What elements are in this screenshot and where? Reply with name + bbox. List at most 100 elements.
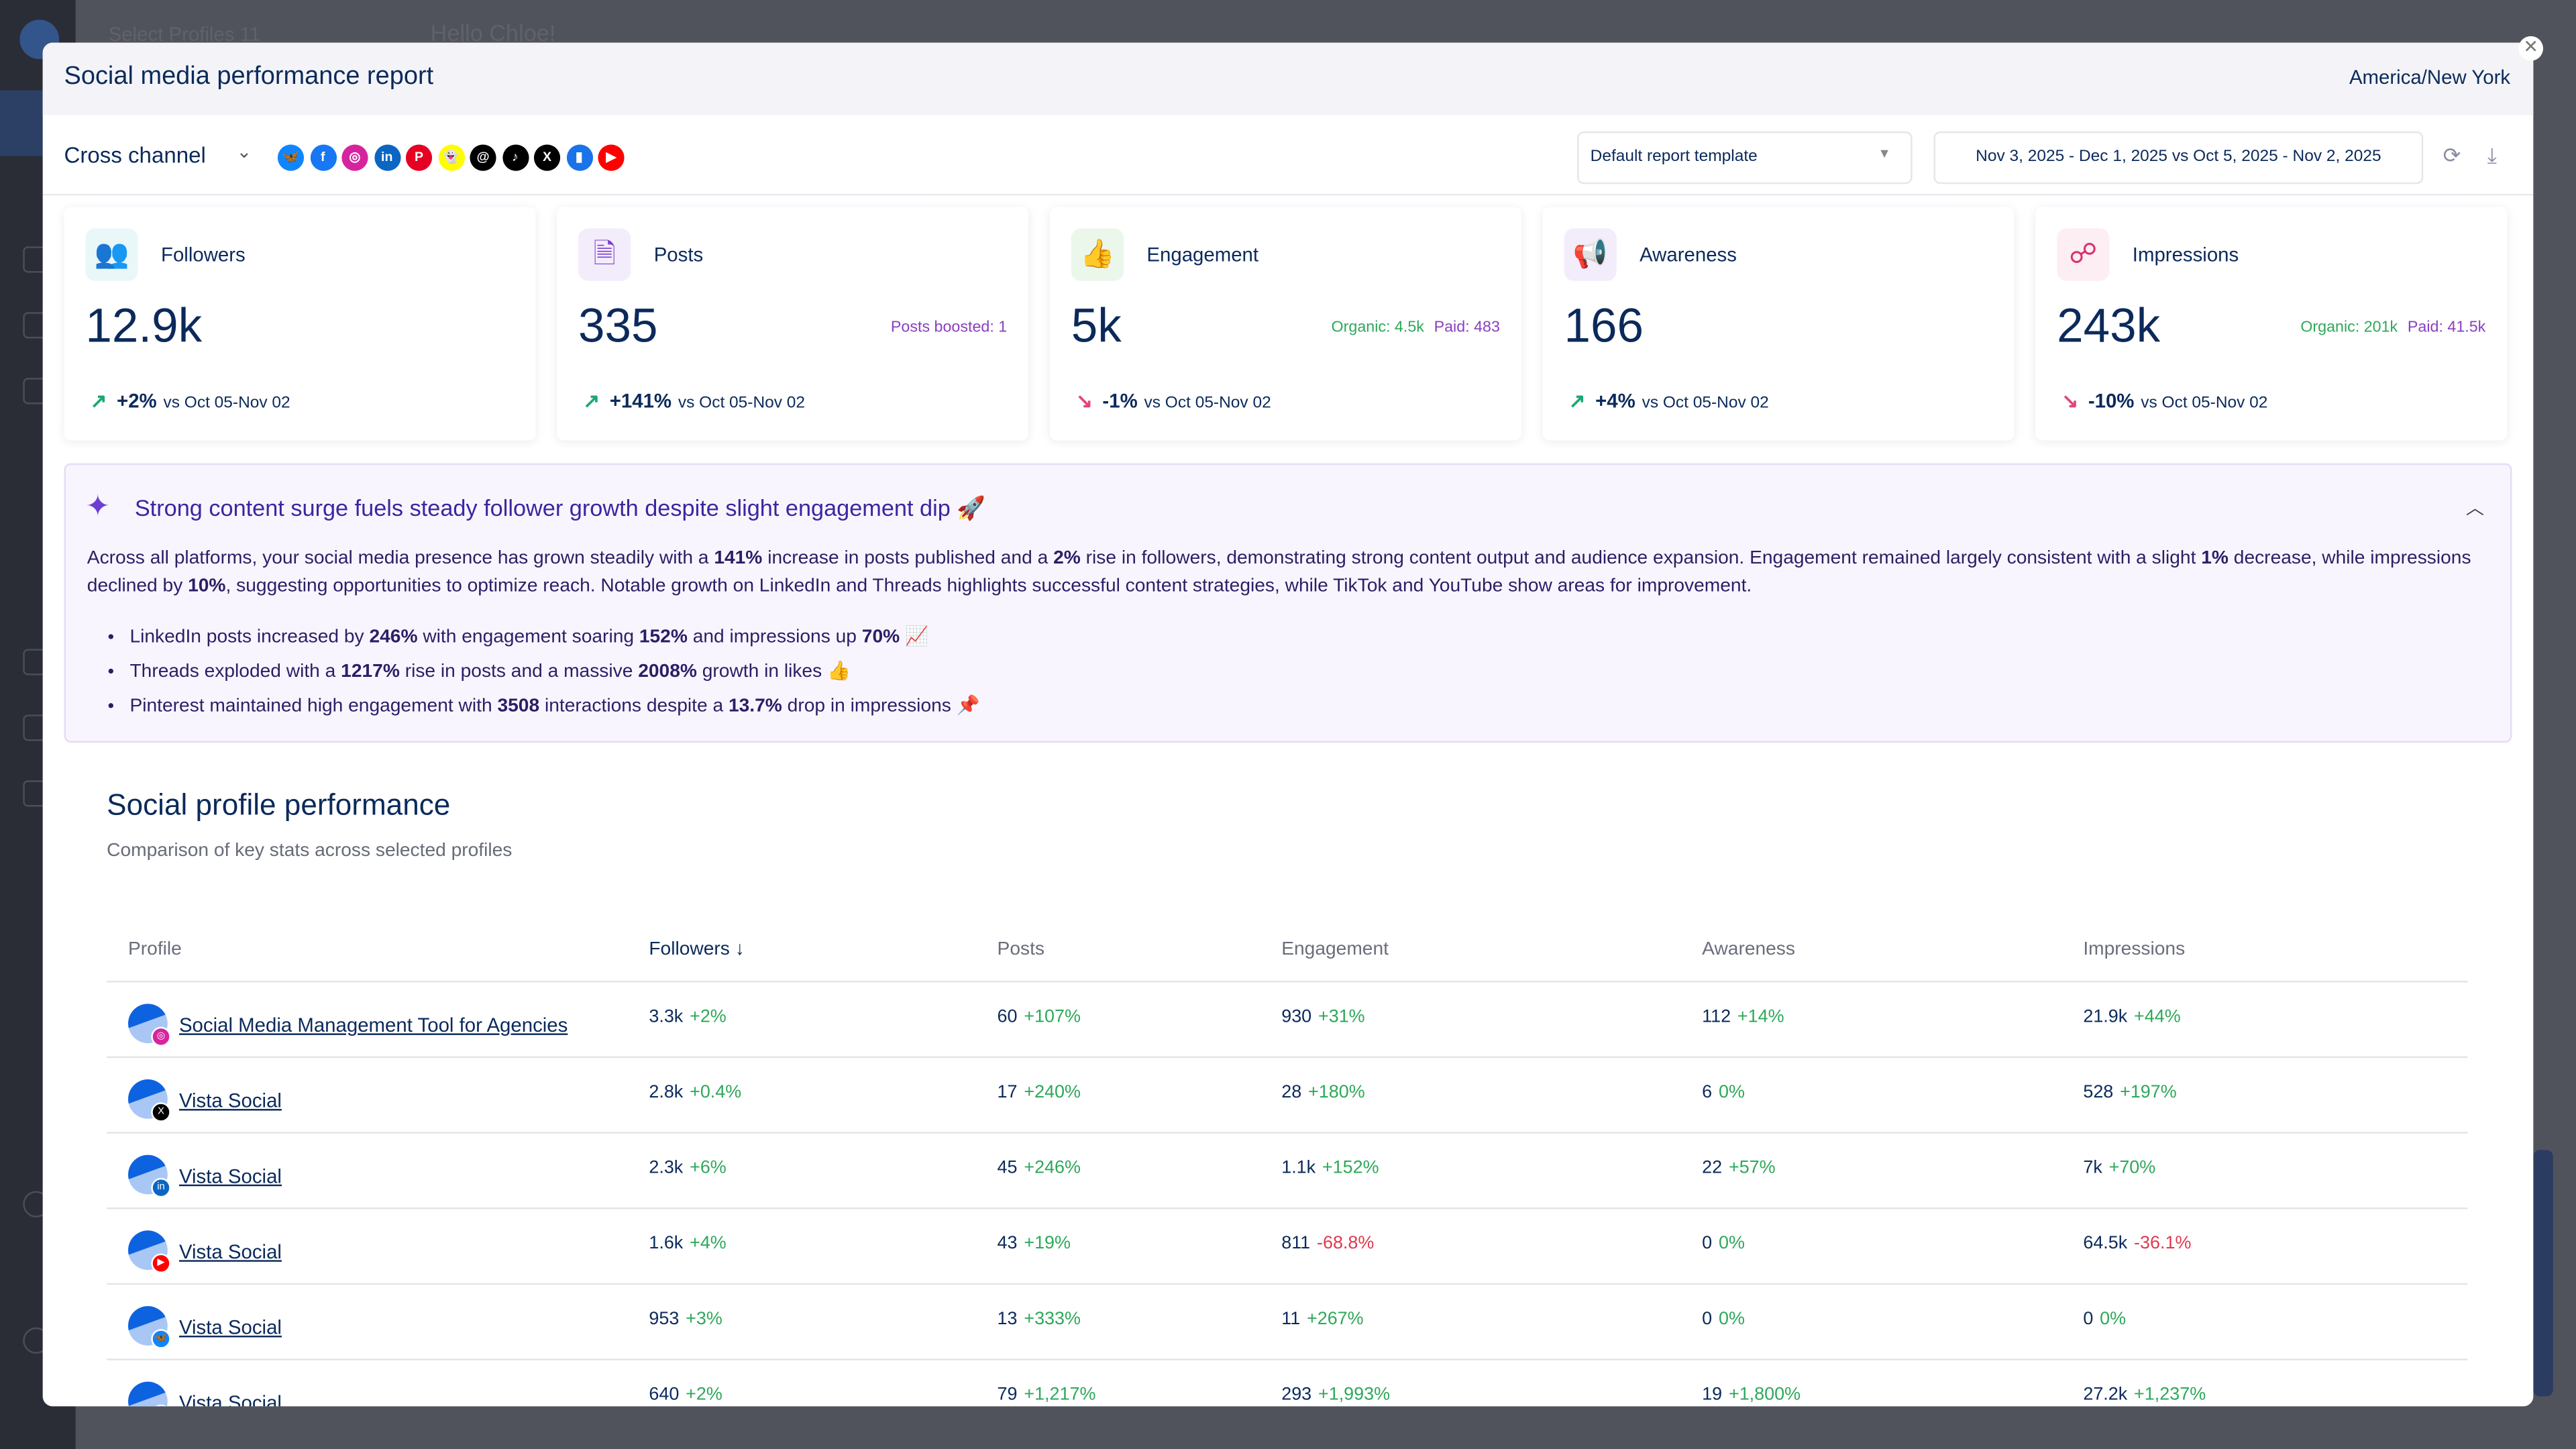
metric-card-awareness[interactable]: 📢 Awareness 166 ↗ +4% vs Oct 05-Nov 02 <box>1542 207 2015 441</box>
cell-value: 3.3k <box>649 1007 684 1027</box>
tiktok-icon[interactable]: ♪ <box>502 144 529 171</box>
metric-card-engagement[interactable]: 👍 Engagement 5k Organic: 4.5k Paid: 483 ↘ -1% v… <box>1049 207 1521 441</box>
profile-link[interactable]: Social Media Management Tool for Agencie… <box>178 1014 568 1037</box>
cell-engagement: 930 +31% <box>1281 1007 1364 1026</box>
summary-text: 141% <box>714 548 763 569</box>
comparison-period: vs Oct 05-Nov 02 <box>1144 394 1271 413</box>
metric-card-posts[interactable]: 🗎 Posts 335 Posts boosted: 1 ↗ +141% vs Oct 05… <box>557 207 1029 441</box>
channel-selector[interactable]: Cross channel <box>64 143 206 168</box>
cell-engagement: 1.1k +152% <box>1281 1159 1379 1178</box>
column-header-engagement[interactable]: Engagement <box>1281 940 1389 959</box>
document-icon: 🗎 <box>578 228 631 281</box>
cell-awareness: 22 +57% <box>1702 1159 1775 1178</box>
cell-value: 28 <box>1281 1082 1302 1103</box>
summary-bullet: LinkedIn posts increased by 246% with en… <box>129 621 979 655</box>
metric-card-impressions[interactable]: ☍ Impressions 243k Organic: 201k Paid: 41.5k… <box>2035 207 2508 441</box>
cell-impressions: 64.5k -36.1% <box>2083 1234 2191 1253</box>
summary-text: Pinterest maintained high engagement wit… <box>129 696 498 716</box>
column-header-profile[interactable]: Profile <box>128 940 182 959</box>
cell-followers: 3.3k +2% <box>649 1007 726 1026</box>
cell-value: 13 <box>997 1309 1018 1330</box>
template-select[interactable]: Default report template ▼ <box>1577 131 1913 184</box>
summary-bullet: Pinterest maintained high engagement wit… <box>129 690 979 724</box>
collapse-chevron-icon[interactable]: ︿ <box>2465 499 2484 519</box>
cell-change: +1,993% <box>1318 1385 1391 1405</box>
summary-bullets: LinkedIn posts increased by 246% with en… <box>109 621 979 724</box>
profile-link[interactable]: Vista Social <box>178 1391 282 1407</box>
metric-change: ↗ +2% vs Oct 05-Nov 02 <box>91 389 290 412</box>
bluesky-icon[interactable]: 🦋 <box>277 144 305 171</box>
download-icon[interactable]: ⤓ <box>2487 143 2497 168</box>
modal-header: Social media performance report America/… <box>42 42 2534 115</box>
summary-text: 70% <box>861 627 900 647</box>
profile-link[interactable]: Vista Social <box>178 1240 282 1264</box>
table-body: ◎ Social Media Management Tool for Agenci… <box>107 983 2468 1407</box>
cell-change: +1,800% <box>1728 1385 1801 1405</box>
cell-change: +19% <box>1024 1234 1071 1254</box>
cell-awareness: 0 0% <box>1702 1309 1745 1329</box>
table-row: @ Vista Social 640 +2% 79 +1,217% 293 +1,993% 19… <box>107 1360 2467 1407</box>
instagram-icon[interactable]: ◎ <box>341 144 368 171</box>
cell-change: +70% <box>2108 1158 2156 1178</box>
cell-value: 27.2k <box>2083 1385 2128 1405</box>
cell-change: 0% <box>1718 1309 1745 1330</box>
users-icon: 👥 <box>85 228 138 281</box>
x-icon[interactable]: X <box>533 144 561 171</box>
youtube-badge-icon: ▶ <box>151 1253 171 1273</box>
summary-text: 2% <box>1053 548 1081 569</box>
column-header-followers[interactable]: Followers ↓ <box>649 940 744 959</box>
metric-value: 335 <box>578 301 658 354</box>
timezone-label[interactable]: America/New York <box>2349 65 2511 89</box>
google-business-icon[interactable]: ▮ <box>566 144 592 171</box>
summary-text: Threads exploded with a <box>129 661 341 682</box>
cell-value: 293 <box>1281 1385 1312 1405</box>
metric-value: 243k <box>2057 301 2161 354</box>
profile-link[interactable]: Vista Social <box>178 1089 282 1112</box>
snapchat-icon[interactable]: 👻 <box>437 144 464 171</box>
facebook-icon[interactable]: f <box>309 144 336 171</box>
threads-icon[interactable]: @ <box>470 144 496 171</box>
youtube-icon[interactable]: ▶ <box>598 144 625 171</box>
summary-text: 2008% <box>638 661 697 682</box>
pinterest-icon[interactable]: P <box>405 144 433 171</box>
cell-value: 22 <box>1702 1158 1723 1178</box>
column-label: Profile <box>128 939 182 960</box>
column-label: Posts <box>997 939 1044 960</box>
cell-value: 2.8k <box>649 1082 684 1103</box>
cell-change: +246% <box>1024 1158 1081 1178</box>
cell-change: +0.4% <box>690 1082 742 1103</box>
cell-change: 0% <box>2100 1309 2127 1330</box>
close-button[interactable]: ✕ <box>2518 36 2544 61</box>
profile-link[interactable]: Vista Social <box>178 1316 282 1339</box>
metric-card-followers[interactable]: 👥 Followers 12.9k ↗ +2% vs Oct 05-Nov 02 <box>64 207 536 441</box>
column-header-impressions[interactable]: Impressions <box>2083 940 2185 959</box>
linkedin-icon[interactable]: in <box>374 144 400 171</box>
column-label: Impressions <box>2083 939 2186 960</box>
column-header-awareness[interactable]: Awareness <box>1702 940 1795 959</box>
summary-text: 1% <box>2201 548 2229 569</box>
table-row: ▶ Vista Social 1.6k +4% 43 +19% 811 -68.8% 0 0% 64… <box>107 1209 2468 1285</box>
summary-text: decrease, while impressions declined by <box>87 548 2471 596</box>
thumbs-up-icon: 👍 <box>1071 228 1124 281</box>
toolbar: Cross channel ⌄ 🦋 f ◎ in P 👻 @ ♪ X ▮ ▶ Default rep… <box>42 115 2534 196</box>
sort-arrow-down-icon[interactable]: ↓ <box>729 939 745 960</box>
summary-text: with engagement soaring <box>417 627 639 647</box>
page-title: Social media performance report <box>64 62 434 91</box>
date-range-picker[interactable]: Nov 3, 2025 - Dec 1, 2025 vs Oct 5, 2025… <box>1933 131 2424 184</box>
refresh-icon[interactable]: ⟳ <box>2443 143 2461 168</box>
cell-value: 17 <box>997 1082 1018 1103</box>
cell-value: 1.6k <box>649 1234 684 1254</box>
cell-value: 21.9k <box>2083 1007 2128 1027</box>
chevron-down-icon[interactable]: ⌄ <box>236 143 252 163</box>
cell-value: 0 <box>1702 1309 1713 1330</box>
cell-engagement: 811 -68.8% <box>1281 1234 1374 1253</box>
profile-link[interactable]: Vista Social <box>178 1165 282 1188</box>
instagram-badge-icon: ◎ <box>151 1026 171 1047</box>
column-header-posts[interactable]: Posts <box>998 940 1044 959</box>
share-nodes-icon: ☍ <box>2057 228 2110 281</box>
summary-text: drop in impressions 📌 <box>782 696 980 716</box>
arrow-up-right-icon: ↗ <box>1568 389 1586 413</box>
change-percent: +4% <box>1595 389 1635 413</box>
cell-impressions: 528 +197% <box>2083 1083 2176 1102</box>
